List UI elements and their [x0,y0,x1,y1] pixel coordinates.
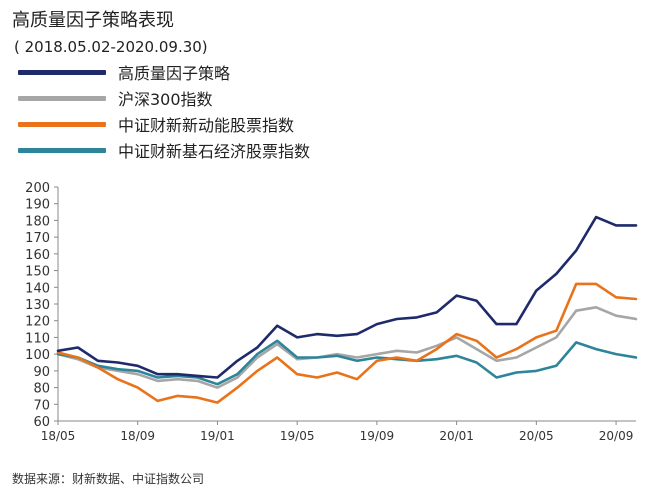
y-tick-label: 120 [25,315,50,330]
y-tick-label: 80 [33,382,50,397]
x-tick-label: 19/01 [200,429,235,443]
legend-swatch [18,70,106,75]
series-line-3 [56,339,638,386]
y-tick-label: 200 [25,181,50,196]
y-tick-label: 90 [33,365,50,380]
legend-swatch [18,96,106,101]
chart-subtitle: ( 2018.05.02-2020.09.30) [14,38,208,56]
legend-swatch [18,122,106,127]
series-line-2 [56,282,638,404]
legend-item-high-quality: 高质量因子策略 [18,60,438,84]
legend-label: 高质量因子策略 [118,64,231,83]
legend-label: 中证财新基石经济股票指数 [118,142,311,161]
legend-item-new-economy: 中证财新新动能股票指数 [18,112,438,136]
y-tick-label: 130 [25,298,50,313]
legend-swatch [18,148,106,153]
y-tick-label: 140 [25,281,50,296]
y-tick-label: 70 [33,398,50,413]
legend-item-cornerstone-economy: 中证财新基石经济股票指数 [18,138,438,162]
data-source-note: 数据来源：财新数据、中证指数公司 [12,472,205,486]
line-chart: 6070809010011012013014015016017018019020… [25,181,638,443]
y-tick-label: 180 [25,214,50,229]
y-tick-label: 60 [33,415,50,430]
x-tick-label: 19/05 [280,429,315,443]
x-tick-label: 18/05 [41,429,76,443]
y-tick-label: 190 [25,198,50,213]
x-tick-label: 20/01 [439,429,474,443]
y-tick-label: 170 [25,231,50,246]
series-line-0 [56,215,638,379]
x-tick-label: 19/09 [360,429,395,443]
chart-title: 高质量因子策略表现 [12,10,174,31]
x-tick-label: 20/05 [519,429,554,443]
legend-label: 中证财新新动能股票指数 [118,116,295,135]
y-tick-label: 110 [25,331,50,346]
y-tick-label: 100 [25,348,50,363]
y-tick-label: 160 [25,248,50,263]
x-tick-label: 18/09 [120,429,155,443]
series-line-1 [56,306,638,389]
x-axis: 18/05 18/09 19/01 19/05 19/09 20/01 20/05 20/09 [41,420,636,443]
legend-label: 沪深300指数 [118,90,213,109]
series-layer [56,215,638,404]
legend-item-csi300: 沪深300指数 [18,86,438,110]
y-tick-label: 150 [25,265,50,280]
y-axis: 6070809010011012013014015016017018019020… [25,181,59,430]
x-tick-label: 20/09 [599,429,634,443]
